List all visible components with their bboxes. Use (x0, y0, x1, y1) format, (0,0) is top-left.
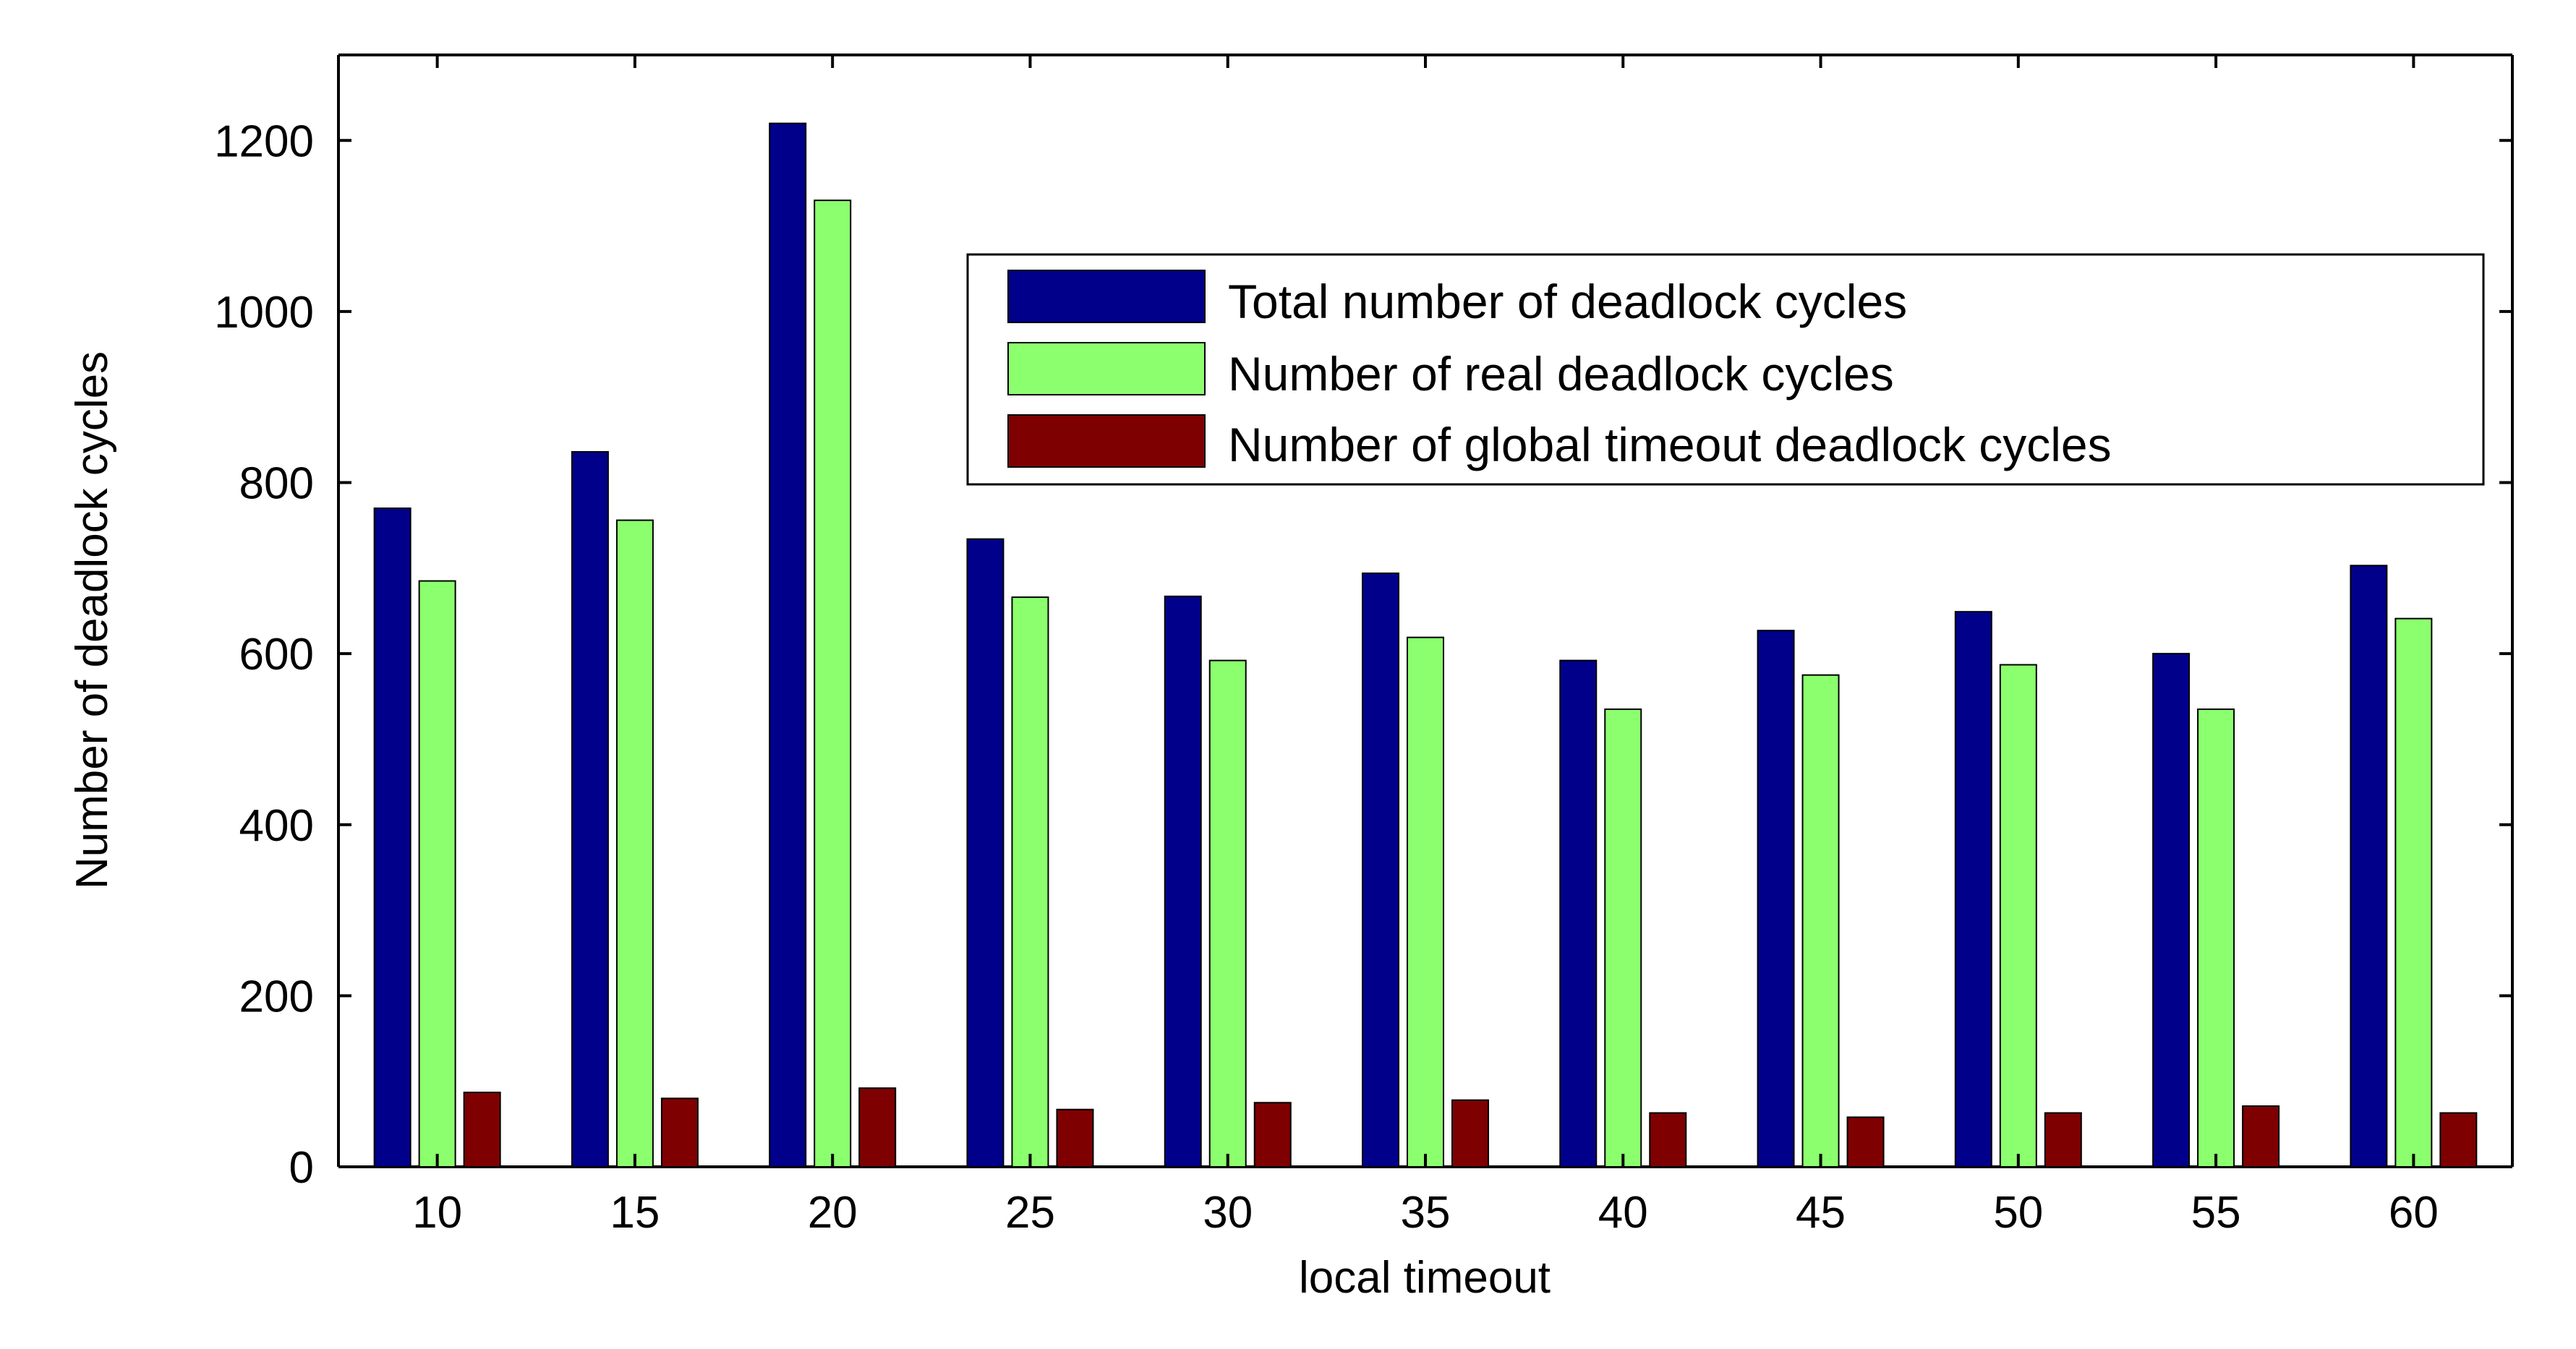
bar-real-15 (615, 519, 654, 1168)
bar-global-50 (2044, 1112, 2082, 1168)
y-tick-label: 1200 (214, 116, 314, 166)
x-tick-label: 55 (2191, 1188, 2241, 1238)
y-tick-label: 0 (289, 1143, 314, 1193)
bar-total-50 (1954, 611, 1992, 1168)
y-tick-label: 800 (239, 459, 314, 509)
bar-global-30 (1253, 1102, 1292, 1168)
legend-label-real: Number of real deadlock cycles (1228, 347, 1894, 401)
bar-real-40 (1604, 708, 1642, 1168)
x-tick-label: 45 (1796, 1188, 1846, 1238)
x-tick-label: 60 (2389, 1188, 2439, 1238)
bar-total-25 (966, 538, 1005, 1168)
bar-real-10 (418, 580, 456, 1168)
legend-swatch-real (1007, 342, 1206, 395)
bar-real-35 (1407, 636, 1444, 1168)
bar-total-10 (373, 508, 411, 1168)
bar-global-15 (660, 1097, 699, 1168)
x-tick-label: 50 (1993, 1188, 2043, 1238)
bar-total-20 (769, 122, 807, 1168)
y-tick-label: 200 (239, 972, 314, 1022)
bar-global-35 (1451, 1099, 1489, 1168)
bars-layer (373, 122, 2478, 1168)
legend-box (966, 253, 2485, 486)
bar-total-30 (1164, 595, 1202, 1168)
legend-label-total: Total number of deadlock cycles (1228, 275, 1907, 328)
ticks-layer: 0 200 400 600 800 1000 1200 10 15 20 25 30 35 40 45 50 5… (214, 55, 2512, 1238)
bar-global-10 (463, 1092, 501, 1168)
bar-total-15 (571, 450, 609, 1168)
legend-swatch-total (1007, 270, 1206, 323)
bar-real-50 (1999, 664, 2037, 1168)
legend-label-global: Number of global timeout deadlock cycles (1228, 418, 2112, 471)
bar-total-35 (1362, 572, 1399, 1168)
x-tick-label: 10 (412, 1188, 462, 1238)
bar-global-55 (2242, 1105, 2280, 1168)
y-tick-label: 1000 (214, 288, 314, 338)
x-tick-label: 30 (1203, 1188, 1253, 1238)
bar-real-55 (2197, 708, 2235, 1168)
x-tick-label: 25 (1005, 1188, 1055, 1238)
x-tick-label: 40 (1598, 1188, 1648, 1238)
x-tick-label: 35 (1401, 1188, 1451, 1238)
bar-real-25 (1011, 596, 1049, 1168)
y-tick-label: 400 (239, 801, 314, 851)
legend-swatch-global (1007, 414, 1206, 468)
y-axis-title: Number of deadlock cycles (67, 351, 117, 889)
bar-total-45 (1757, 630, 1795, 1168)
bar-total-60 (2350, 565, 2388, 1168)
bar-total-55 (2152, 653, 2191, 1168)
bar-global-25 (1056, 1108, 1094, 1168)
x-axis-title: local timeout (1299, 1253, 1551, 1303)
bar-real-60 (2394, 617, 2433, 1168)
bar-global-40 (1649, 1112, 1687, 1168)
bar-real-30 (1208, 659, 1247, 1168)
legend: Total number of deadlock cycles Number o… (966, 253, 2485, 486)
bar-global-45 (1846, 1116, 1885, 1168)
bar-total-40 (1559, 659, 1598, 1168)
bar-global-20 (858, 1087, 897, 1168)
bar-real-20 (814, 200, 852, 1168)
x-tick-label: 20 (808, 1188, 858, 1238)
x-tick-label: 15 (610, 1188, 660, 1238)
bar-global-60 (2439, 1112, 2478, 1168)
y-tick-label: 600 (239, 630, 314, 680)
bar-real-45 (1801, 674, 1840, 1168)
